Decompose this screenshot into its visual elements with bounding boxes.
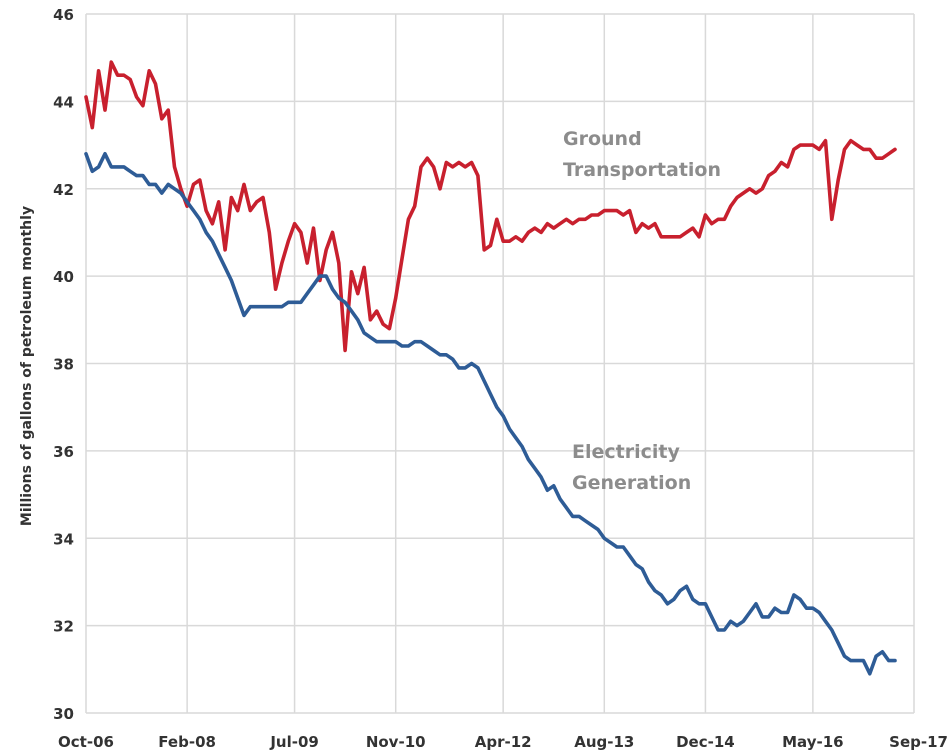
x-tick-label: Dec-14 <box>676 733 735 751</box>
series-layer <box>84 60 897 676</box>
y-tick-label: 32 <box>53 618 74 636</box>
x-tick-labels: Oct-06 Feb-08 Jul-09 Nov-10 Apr-12 Aug-13 Dec-… <box>58 733 948 751</box>
x-tick-label: Sep-17 <box>889 733 948 751</box>
x-tick-label: Aug-13 <box>574 733 634 751</box>
x-tick-label: Apr-12 <box>475 733 532 751</box>
y-tick-label: 34 <box>53 530 74 548</box>
y-tick-label: 44 <box>53 93 74 111</box>
grid-layer <box>85 13 915 714</box>
series-line-ground-transportation <box>84 60 897 353</box>
x-tick-label: May-16 <box>782 733 843 751</box>
y-tick-label: 40 <box>53 268 74 286</box>
annotation-electricity: Electricity <box>572 441 680 463</box>
x-tick-label: Nov-10 <box>366 733 426 751</box>
y-axis-label: Millions of gallons of petroleum monthly <box>19 206 35 526</box>
y-tick-label: 46 <box>53 6 74 24</box>
y-tick-label: 30 <box>53 705 74 723</box>
annotation-generation: Generation <box>572 472 691 494</box>
x-tick-label: Oct-06 <box>58 733 114 751</box>
series-line-electricity-generation <box>84 152 897 676</box>
y-tick-label: 42 <box>53 181 74 199</box>
y-tick-label: 38 <box>53 356 74 374</box>
y-tick-labels: 30 32 34 36 38 40 42 44 46 <box>53 6 74 723</box>
y-tick-label: 36 <box>53 443 74 461</box>
x-tick-label: Feb-08 <box>158 733 216 751</box>
annotation-ground: Ground <box>563 128 642 150</box>
annotation-transportation: Transportation <box>563 159 721 181</box>
x-tick-label: Jul-09 <box>269 733 319 751</box>
